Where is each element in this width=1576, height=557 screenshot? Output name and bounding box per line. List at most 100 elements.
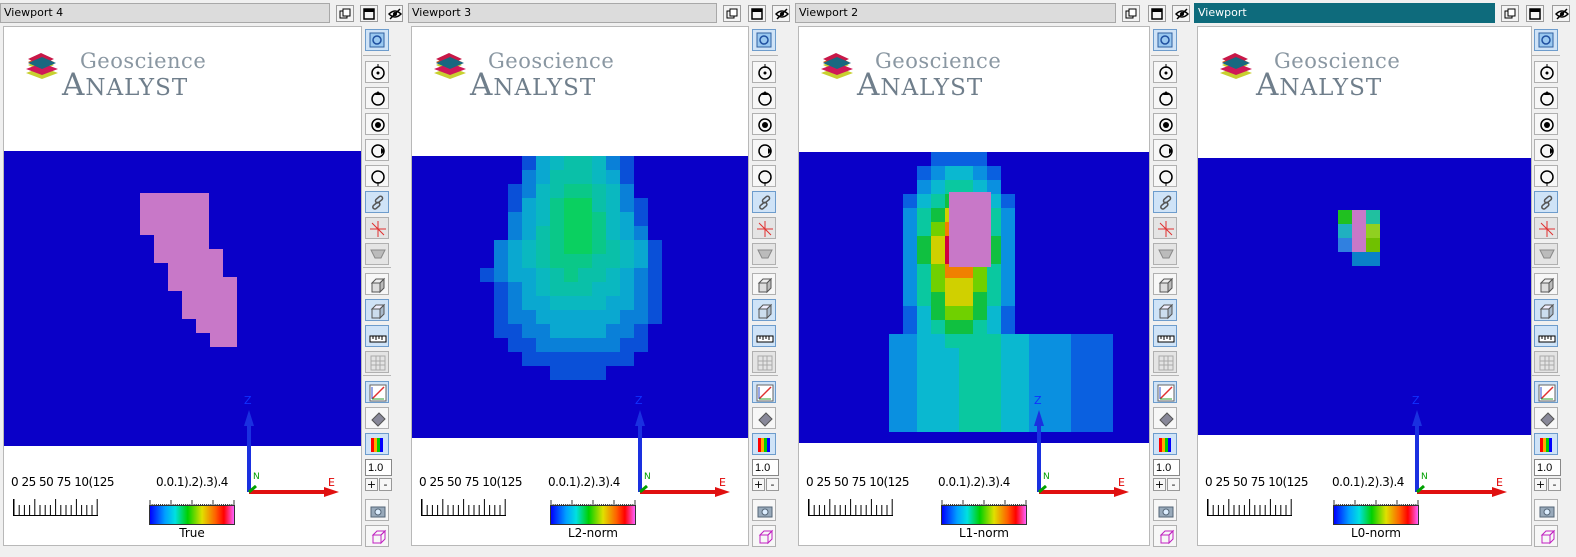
maximize-button[interactable] [748, 5, 766, 22]
zoom-in-button[interactable]: + [1153, 478, 1166, 491]
colorbar-tool-button[interactable] [752, 433, 776, 455]
ruler-tool-button[interactable] [1534, 325, 1558, 347]
snapshot-tool-button[interactable] [752, 499, 776, 521]
model-section-plot[interactable] [4, 151, 361, 446]
box-grid-tool-button[interactable] [365, 299, 389, 321]
target-tool-button[interactable] [365, 113, 389, 135]
viewport-canvas[interactable]: Geoscience ANALYST 0 25 50 75 10(125 0.0.1)… [798, 26, 1150, 546]
link-tool-button[interactable] [365, 191, 389, 213]
box-view-tool-button[interactable] [365, 273, 389, 295]
light-tool-button[interactable] [365, 407, 389, 429]
colorbar-tool-button[interactable] [365, 433, 389, 455]
target-tool-button[interactable] [1153, 113, 1177, 135]
rotate-front-tool-button[interactable] [752, 87, 776, 109]
clip-plane-tool-button[interactable] [752, 243, 776, 265]
cube-tool-button[interactable] [1534, 525, 1558, 547]
restore-button[interactable] [1501, 5, 1519, 22]
visibility-button[interactable] [1172, 5, 1190, 22]
link-tool-button[interactable] [1153, 191, 1177, 213]
colorbar-tool-button[interactable] [1534, 433, 1558, 455]
cube-tool-button[interactable] [752, 525, 776, 547]
viewport-titlebar[interactable]: Viewport 2 [795, 3, 1116, 23]
rotate-back-tool-button[interactable] [752, 165, 776, 187]
zoom-extents-tool-button[interactable] [1534, 29, 1558, 51]
cube-tool-button[interactable] [1153, 525, 1177, 547]
zoom-in-button[interactable]: + [1534, 478, 1547, 491]
rotate-top-tool-button[interactable] [1534, 61, 1558, 83]
crosshair-tool-button[interactable] [752, 217, 776, 239]
ruler-tool-button[interactable] [365, 325, 389, 347]
box-view-tool-button[interactable] [1153, 273, 1177, 295]
box-view-tool-button[interactable] [752, 273, 776, 295]
zoom-extents-tool-button[interactable] [365, 29, 389, 51]
zoom-out-button[interactable]: - [379, 478, 392, 491]
axes-tool-button[interactable] [752, 381, 776, 403]
snapshot-tool-button[interactable] [1534, 499, 1558, 521]
zoom-in-button[interactable]: + [365, 478, 378, 491]
viewport-titlebar[interactable]: Viewport 3 [408, 3, 717, 23]
viewport-canvas[interactable]: Geoscience ANALYST 0 25 50 75 10(125 0.0.1)… [411, 26, 749, 546]
axes-tool-button[interactable] [365, 381, 389, 403]
ruler-tool-button[interactable] [752, 325, 776, 347]
viewport-titlebar[interactable]: Viewport 4 [0, 3, 330, 23]
viewport-canvas[interactable]: Geoscience ANALYST 0 25 50 75 10(125 0.0.1)… [1197, 26, 1532, 546]
grid-tool-button[interactable] [752, 351, 776, 373]
box-grid-tool-button[interactable] [752, 299, 776, 321]
restore-button[interactable] [1122, 5, 1140, 22]
zoom-value-input[interactable] [752, 459, 779, 476]
rotate-top-tool-button[interactable] [1153, 61, 1177, 83]
model-section-plot[interactable] [799, 152, 1149, 443]
crosshair-tool-button[interactable] [1153, 217, 1177, 239]
visibility-button[interactable] [772, 5, 790, 22]
rotate-back-tool-button[interactable] [365, 165, 389, 187]
maximize-button[interactable] [1526, 5, 1544, 22]
zoom-value-input[interactable] [1153, 459, 1180, 476]
clip-plane-tool-button[interactable] [1534, 243, 1558, 265]
light-tool-button[interactable] [1534, 407, 1558, 429]
axes-tool-button[interactable] [1153, 381, 1177, 403]
rotate-front-tool-button[interactable] [365, 87, 389, 109]
maximize-button[interactable] [360, 5, 378, 22]
colorbar-tool-button[interactable] [1153, 433, 1177, 455]
grid-tool-button[interactable] [1153, 351, 1177, 373]
visibility-button[interactable] [1552, 5, 1570, 22]
zoom-out-button[interactable]: - [766, 478, 779, 491]
rotate-side-tool-button[interactable] [752, 139, 776, 161]
model-section-plot[interactable] [1198, 158, 1531, 435]
ruler-tool-button[interactable] [1153, 325, 1177, 347]
link-tool-button[interactable] [1534, 191, 1558, 213]
box-grid-tool-button[interactable] [1534, 299, 1558, 321]
cube-tool-button[interactable] [365, 525, 389, 547]
grid-tool-button[interactable] [365, 351, 389, 373]
restore-button[interactable] [336, 5, 354, 22]
viewport-titlebar[interactable]: Viewport [1194, 3, 1495, 23]
zoom-extents-tool-button[interactable] [1153, 29, 1177, 51]
target-tool-button[interactable] [1534, 113, 1558, 135]
grid-tool-button[interactable] [1534, 351, 1558, 373]
rotate-back-tool-button[interactable] [1534, 165, 1558, 187]
rotate-front-tool-button[interactable] [1534, 87, 1558, 109]
zoom-out-button[interactable]: - [1167, 478, 1180, 491]
maximize-button[interactable] [1148, 5, 1166, 22]
model-section-plot[interactable] [412, 156, 748, 438]
snapshot-tool-button[interactable] [1153, 499, 1177, 521]
rotate-top-tool-button[interactable] [365, 61, 389, 83]
clip-plane-tool-button[interactable] [1153, 243, 1177, 265]
restore-button[interactable] [723, 5, 741, 22]
light-tool-button[interactable] [1153, 407, 1177, 429]
rotate-side-tool-button[interactable] [1534, 139, 1558, 161]
zoom-in-button[interactable]: + [752, 478, 765, 491]
zoom-value-input[interactable] [365, 459, 392, 476]
viewport-canvas[interactable]: Geoscience ANALYST 0 25 50 75 10(125 0.0.1)… [3, 26, 362, 546]
link-tool-button[interactable] [752, 191, 776, 213]
target-tool-button[interactable] [752, 113, 776, 135]
zoom-out-button[interactable]: - [1548, 478, 1561, 491]
zoom-extents-tool-button[interactable] [752, 29, 776, 51]
box-view-tool-button[interactable] [1534, 273, 1558, 295]
box-grid-tool-button[interactable] [1153, 299, 1177, 321]
light-tool-button[interactable] [752, 407, 776, 429]
zoom-value-input[interactable] [1534, 459, 1561, 476]
crosshair-tool-button[interactable] [1534, 217, 1558, 239]
rotate-top-tool-button[interactable] [752, 61, 776, 83]
rotate-back-tool-button[interactable] [1153, 165, 1177, 187]
